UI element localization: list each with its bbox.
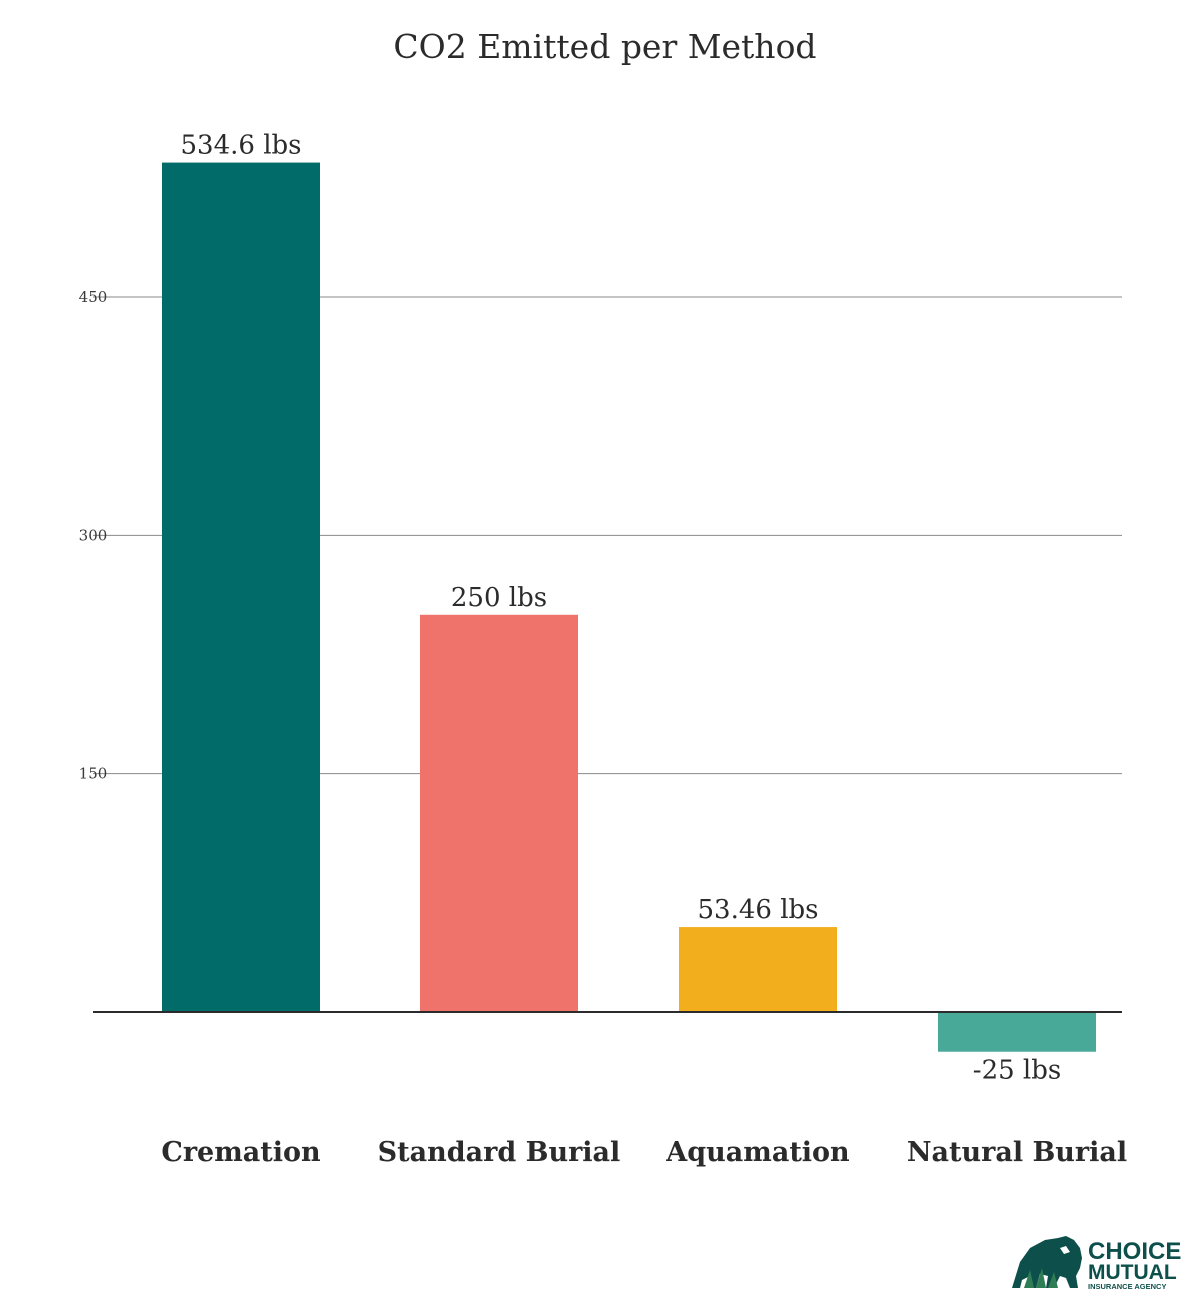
data-label: 250 lbs: [451, 583, 547, 613]
y-tick-label: 150: [79, 765, 108, 783]
category-label: Aquamation: [665, 1137, 850, 1168]
data-label: -25 lbs: [973, 1056, 1061, 1086]
logo-line-2: MUTUAL: [1088, 1261, 1177, 1284]
category-label: Standard Burial: [378, 1137, 621, 1168]
y-axis-ticks: 150 300 450: [79, 288, 108, 783]
bars: [162, 162, 1096, 1052]
category-labels: Cremation Standard Burial Aquamation Natura…: [161, 1137, 1127, 1168]
chart-title: CO2 Emitted per Method: [393, 27, 816, 66]
data-label: 53.46 lbs: [698, 895, 819, 925]
data-label: 534.6 lbs: [181, 131, 302, 161]
choice-mutual-logo: CHOICE MUTUAL INSURANCE AGENCY: [1012, 1236, 1181, 1291]
bear-icon: [1012, 1236, 1082, 1288]
bar-aquamation: [679, 927, 837, 1012]
bar-standard-burial: [420, 614, 578, 1012]
y-tick-label: 450: [79, 288, 108, 306]
category-label: Cremation: [161, 1137, 321, 1168]
bar-natural-burial: [938, 1012, 1096, 1052]
bar-cremation: [162, 162, 320, 1012]
logo-line-1: CHOICE: [1088, 1238, 1181, 1265]
y-tick-label: 300: [79, 526, 108, 544]
logo-line-3: INSURANCE AGENCY: [1088, 1282, 1166, 1291]
category-label: Natural Burial: [907, 1137, 1127, 1168]
data-labels: 534.6 lbs 250 lbs 53.46 lbs -25 lbs: [181, 131, 1062, 1086]
